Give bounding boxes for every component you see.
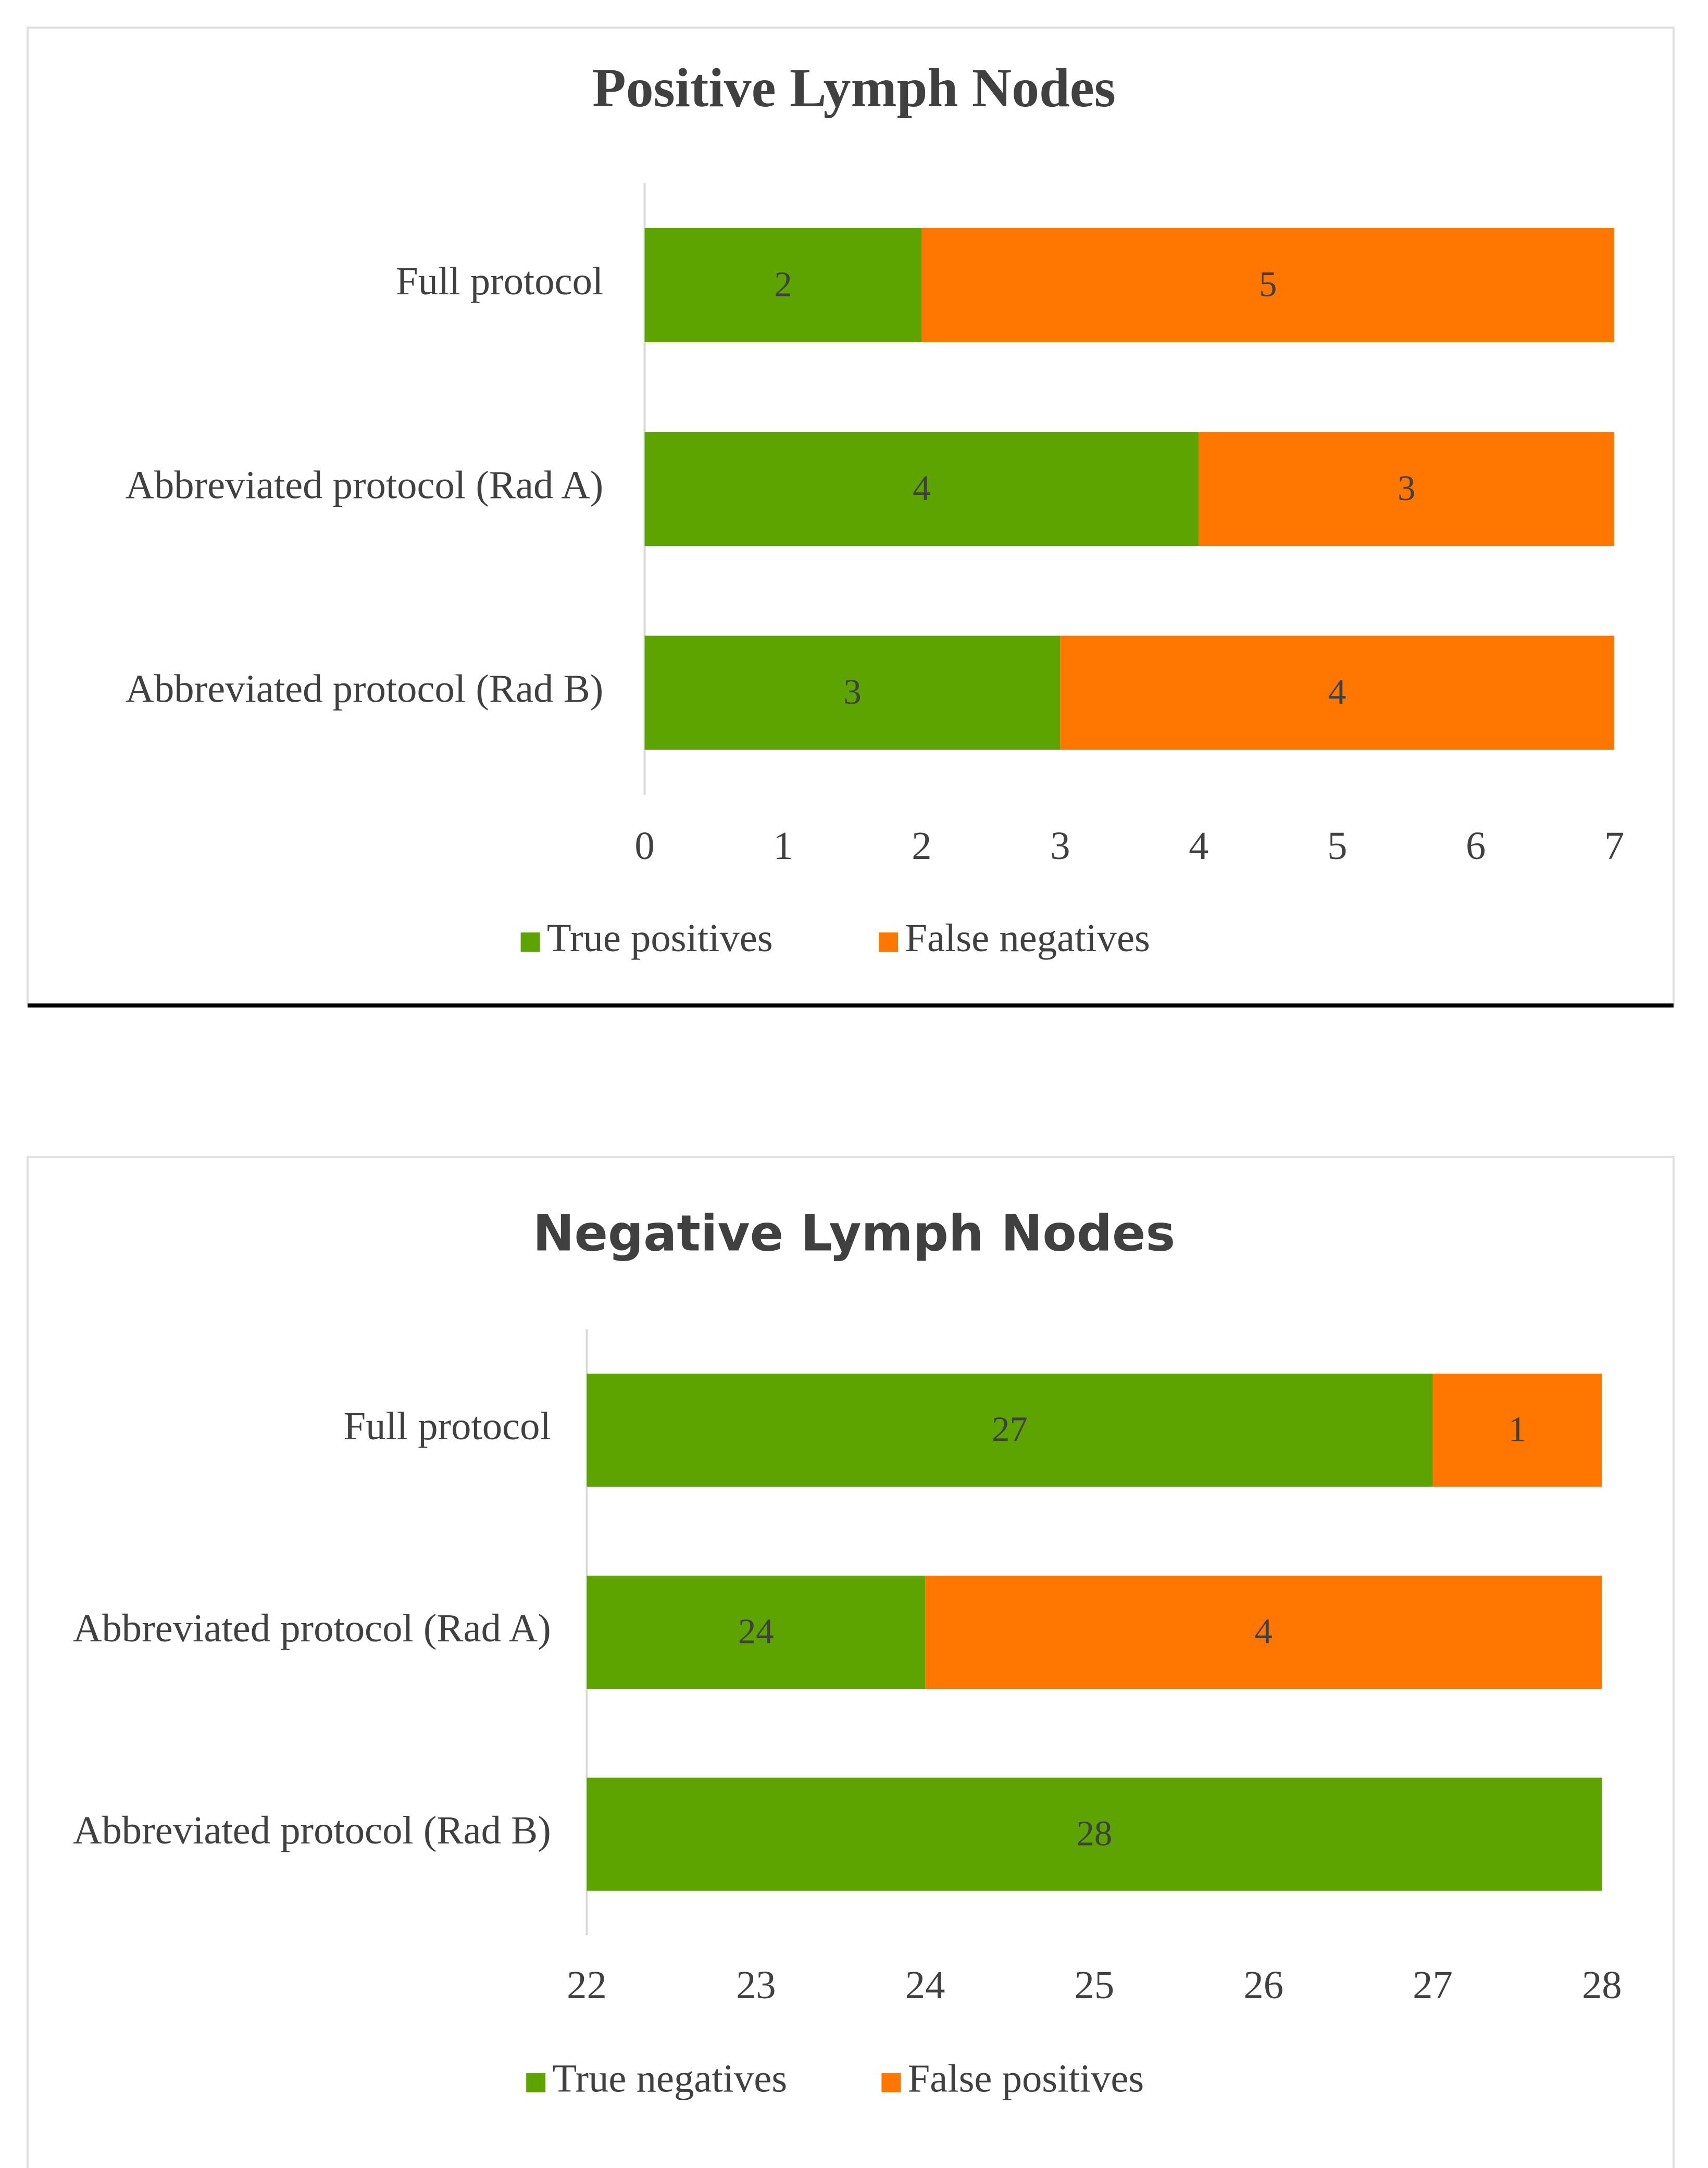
bar-segment (925, 1575, 1602, 1689)
bar-segment (587, 1575, 926, 1689)
legend-label: True positives (547, 916, 773, 960)
bar-segment (587, 1777, 1602, 1891)
data-label: 4 (913, 468, 930, 508)
x-tick-label: 4 (1189, 824, 1208, 868)
legend-marker (526, 2073, 546, 2092)
x-tick-label: 23 (736, 1963, 776, 2007)
data-label: 27 (992, 1410, 1028, 1449)
category-label: Abbreviated protocol (Rad B) (73, 1808, 551, 1852)
x-tick-label: 0 (634, 824, 654, 868)
bar-segment (921, 228, 1615, 342)
bar-segment (644, 636, 1061, 750)
data-label: 24 (738, 1611, 774, 1651)
x-tick-label: 6 (1466, 824, 1486, 868)
data-label: 4 (1328, 672, 1346, 712)
bar-segment (644, 432, 1199, 546)
chart-title: Positive Lymph Nodes (592, 57, 1116, 118)
legend-marker (520, 932, 540, 952)
data-label: 28 (1077, 1813, 1113, 1853)
data-label: 4 (1255, 1611, 1273, 1651)
x-tick-label: 27 (1413, 1963, 1453, 2007)
x-tick-label: 5 (1327, 824, 1347, 868)
data-label: 2 (774, 264, 792, 304)
legend-marker (879, 932, 899, 952)
x-tick-label: 24 (905, 1963, 945, 2007)
bar-segment (1432, 1373, 1602, 1487)
data-label: 3 (843, 672, 861, 712)
legend-label: False negatives (905, 916, 1150, 960)
x-tick-label: 25 (1075, 1963, 1115, 2007)
x-tick-label: 1 (773, 824, 793, 868)
legend-label: True negatives (552, 2057, 787, 2101)
x-tick-label: 2 (912, 824, 931, 868)
x-tick-label: 22 (567, 1963, 607, 2007)
bar-segment (587, 1373, 1433, 1487)
category-label: Abbreviated protocol (Rad A) (73, 1606, 551, 1650)
bar-segment (1060, 636, 1615, 750)
data-label: 1 (1508, 1410, 1526, 1449)
category-label: Abbreviated protocol (Rad A) (126, 463, 604, 507)
category-label: Full protocol (344, 1404, 551, 1448)
x-tick-label: 3 (1050, 824, 1070, 868)
chart-title: Negative Lymph Nodes (533, 1205, 1175, 1262)
x-tick-label: 28 (1582, 1963, 1622, 2007)
chart-frame (26, 1156, 1675, 2168)
category-label: Abbreviated protocol (Rad B) (126, 667, 604, 711)
x-tick-label: 7 (1604, 824, 1624, 868)
legend-marker (881, 2073, 901, 2092)
data-label: 5 (1259, 264, 1277, 304)
legend-label: False positives (908, 2057, 1144, 2101)
x-tick-label: 26 (1243, 1963, 1283, 2007)
data-label: 3 (1398, 468, 1415, 508)
bar-segment (644, 228, 922, 342)
category-label: Full protocol (396, 259, 603, 303)
bar-segment (1199, 432, 1615, 546)
